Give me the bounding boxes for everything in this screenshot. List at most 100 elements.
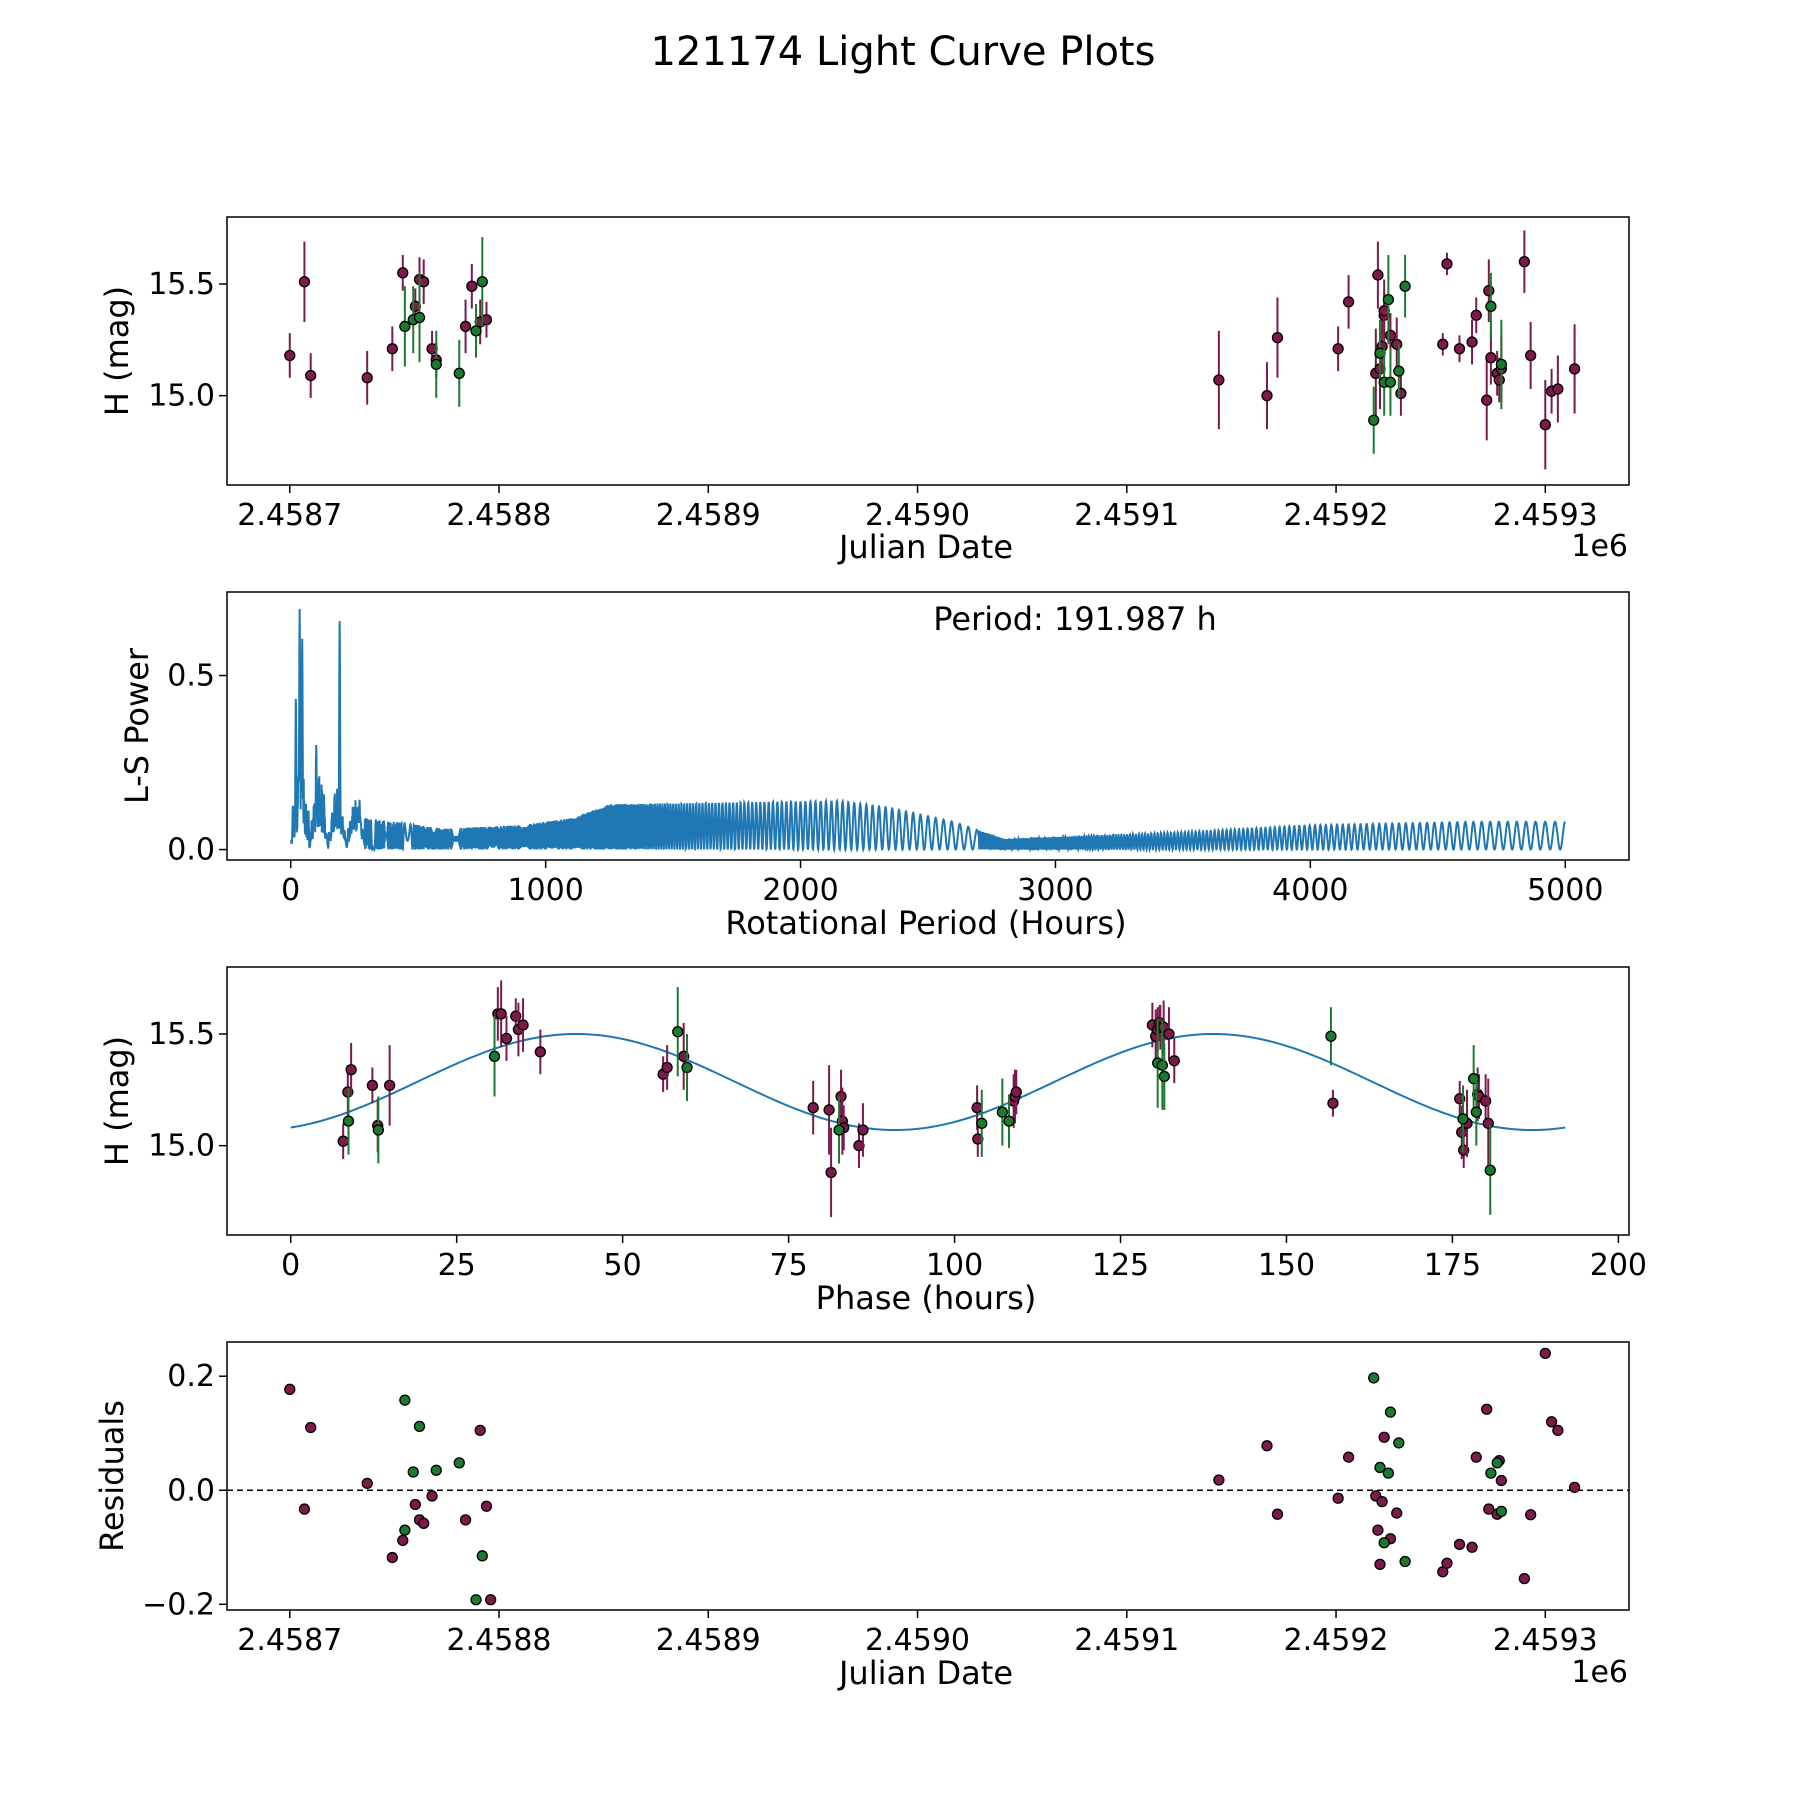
periodogram-panel: 0 1000 2000 3000 4000 50000.00.5 Rotational P… (118, 592, 1629, 942)
light-curve-y-tick-label: 15.5 (148, 267, 215, 302)
phase-ticks: 0 25 50 75 100 125 150 175 200 15.0 15.5 (148, 1017, 1647, 1283)
periodogram-line (291, 609, 1565, 850)
residuals-x-tick-label: 2.4593 (1493, 1623, 1598, 1658)
light-curve-point-purple (285, 350, 295, 360)
residuals-point-purple (1540, 1348, 1550, 1358)
residuals-point-purple (1442, 1558, 1452, 1568)
light-curve-marks (285, 230, 1580, 469)
residuals-point-purple (1526, 1510, 1536, 1520)
light-curve-point-green (1385, 377, 1395, 387)
residuals-x-tick-label: 2.4590 (865, 1623, 970, 1658)
phase-point-purple (535, 1047, 545, 1057)
residuals-point-green (1400, 1557, 1410, 1567)
residuals-point-green (1369, 1373, 1379, 1383)
figure: 121174 Light Curve Plots 2.4587 2.4588 2.4… (0, 0, 1800, 1800)
residuals-point-green (1492, 1458, 1502, 1468)
light-curve-point-purple (1373, 270, 1383, 280)
phase-point-purple (367, 1080, 377, 1090)
residuals-point-purple (306, 1423, 316, 1433)
residuals-x-offset: 1e6 (1571, 1655, 1628, 1690)
phase-point-green (673, 1027, 683, 1037)
periodogram-marks (291, 609, 1565, 850)
periodogram-x-tick-label: 0 (281, 873, 300, 908)
residuals-point-purple (1467, 1542, 1477, 1552)
phase-point-green (834, 1125, 844, 1135)
light-curve-y-label: H (mag) (98, 286, 136, 416)
light-curve-point-purple (1467, 337, 1477, 347)
residuals-point-purple (387, 1553, 397, 1563)
light-curve-point-purple (1570, 364, 1580, 374)
phase-point-green (1326, 1031, 1336, 1041)
light-curve-x-tick-label: 2.4587 (237, 498, 342, 533)
phase-point-green (977, 1118, 987, 1128)
phase-point-green (343, 1116, 353, 1126)
light-curve-point-green (1369, 415, 1379, 425)
residuals-point-green (431, 1465, 441, 1475)
periodogram-x-tick-label: 1000 (507, 873, 583, 908)
phase-point-green (490, 1051, 500, 1061)
residuals-panel: 2.4587 2.4588 2.4589 2.4590 2.4591 2.4592 2.45… (93, 1342, 1629, 1692)
phase-marks (291, 980, 1565, 1217)
phase-point-purple (385, 1080, 395, 1090)
residuals-point-purple (1553, 1425, 1563, 1435)
light-curve-point-green (1400, 281, 1410, 291)
light-curve-x-label: Julian Date (837, 528, 1013, 566)
residuals-x-label: Julian Date (837, 1654, 1013, 1692)
residuals-point-green (1385, 1407, 1395, 1417)
periodogram-x-tick-label: 2000 (762, 873, 838, 908)
phase-point-purple (1483, 1118, 1493, 1128)
light-curve-x-offset: 1e6 (1571, 529, 1628, 564)
residuals-point-green (1496, 1506, 1506, 1516)
phase-x-label: Phase (hours) (816, 1279, 1037, 1317)
light-curve-point-green (1394, 366, 1404, 376)
phase-point-green (1157, 1060, 1167, 1070)
residuals-point-green (1379, 1538, 1389, 1548)
light-curve-point-purple (1214, 375, 1224, 385)
light-curve-point-purple (1392, 339, 1402, 349)
light-curve-point-purple (1272, 333, 1282, 343)
residuals-point-purple (410, 1500, 420, 1510)
residuals-point-purple (1471, 1452, 1481, 1462)
residuals-point-purple (486, 1595, 496, 1605)
phase-axes-frame (227, 967, 1629, 1235)
residuals-point-purple (362, 1478, 372, 1488)
periodogram-x-tick-label: 3000 (1017, 873, 1093, 908)
light-curve-axes-frame (227, 217, 1629, 485)
phase-model-curve (291, 1034, 1565, 1130)
periodogram-x-tick-label: 5000 (1527, 873, 1603, 908)
residuals-point-purple (1272, 1509, 1282, 1519)
light-curve-point-purple (1262, 391, 1272, 401)
light-curve-point-purple (306, 371, 316, 381)
light-curve-point-purple (1494, 375, 1504, 385)
residuals-x-tick-label: 2.4587 (237, 1623, 342, 1658)
phase-x-tick-label: 50 (604, 1248, 642, 1283)
light-curve-point-green (1496, 359, 1506, 369)
light-curve-point-purple (1344, 297, 1354, 307)
phase-point-purple (808, 1103, 818, 1113)
light-curve-point-purple (467, 281, 477, 291)
light-curve-point-green (477, 277, 487, 287)
phase-point-purple (518, 1020, 528, 1030)
residuals-point-purple (1333, 1493, 1343, 1503)
residuals-point-purple (461, 1515, 471, 1525)
phase-point-green (1004, 1116, 1014, 1126)
residuals-point-purple (1482, 1404, 1492, 1414)
phase-x-tick-label: 0 (281, 1248, 300, 1283)
residuals-y-tick-label: 0.0 (167, 1473, 215, 1508)
residuals-x-tick-label: 2.4591 (1074, 1623, 1179, 1658)
light-curve-x-tick-label: 2.4593 (1493, 498, 1598, 533)
residuals-point-purple (419, 1518, 429, 1528)
periodogram-ticks: 0 1000 2000 3000 4000 5000 0.0 0.5 (167, 659, 1603, 908)
light-curve-point-green (400, 321, 410, 331)
periodogram-x-tick-label: 4000 (1272, 873, 1348, 908)
residuals-point-purple (1570, 1482, 1580, 1492)
residuals-point-green (408, 1467, 418, 1477)
light-curve-point-purple (1540, 420, 1550, 430)
residuals-point-green (400, 1525, 410, 1535)
residuals-x-tick-label: 2.4589 (656, 1623, 761, 1658)
light-curve-point-green (471, 326, 481, 336)
phase-point-green (1485, 1165, 1495, 1175)
residuals-x-tick-label: 2.4592 (1284, 1623, 1389, 1658)
phase-y-label: H (mag) (98, 1036, 136, 1166)
residuals-point-purple (1379, 1432, 1389, 1442)
